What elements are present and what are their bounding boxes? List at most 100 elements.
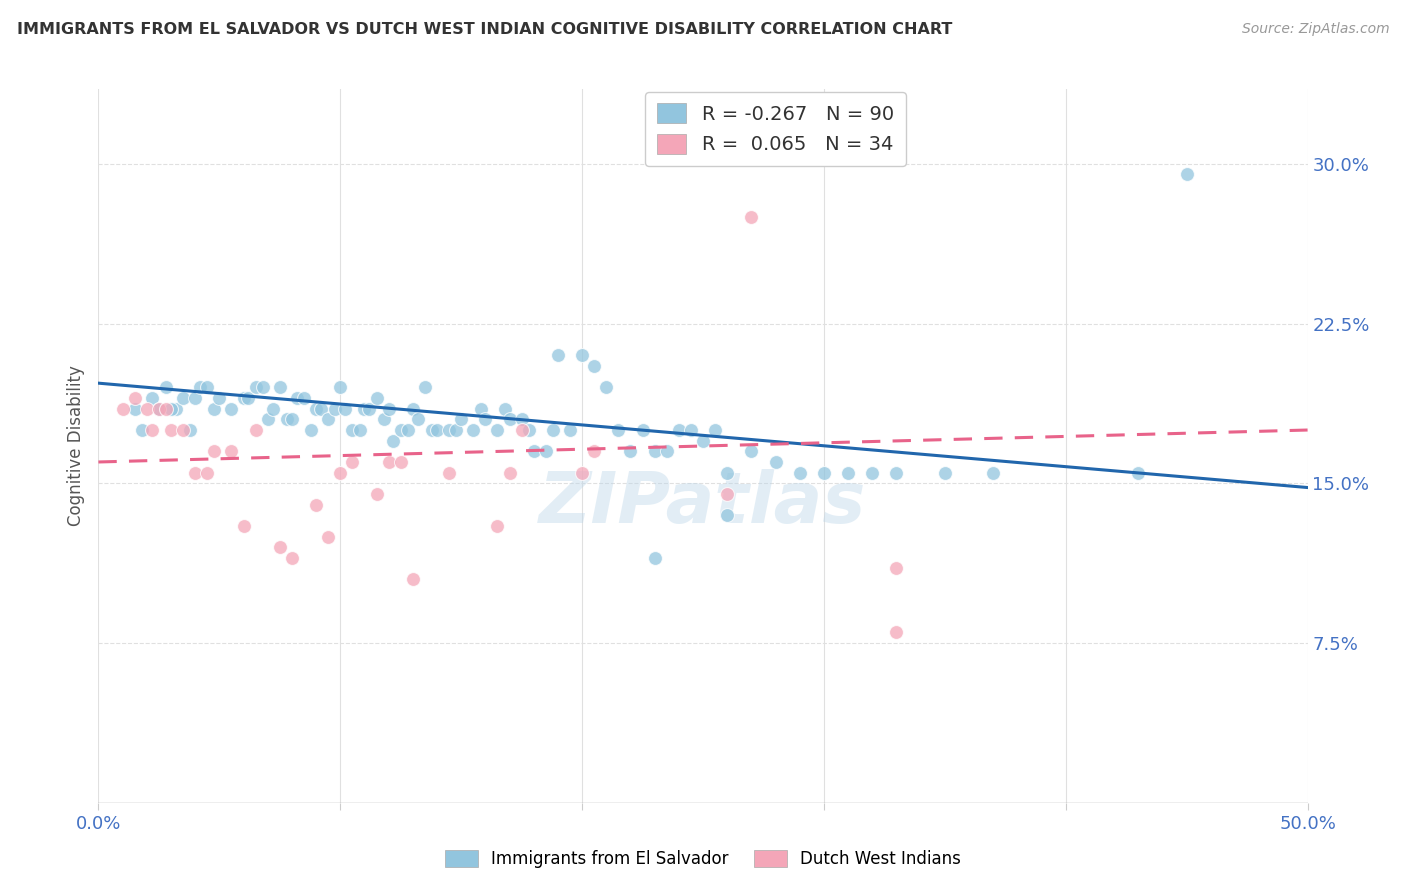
Point <box>595 380 617 394</box>
Point <box>474 412 496 426</box>
Point <box>135 401 157 416</box>
Point <box>523 444 546 458</box>
Point <box>269 540 291 554</box>
Point <box>299 423 322 437</box>
Point <box>402 401 425 416</box>
Point <box>155 401 177 416</box>
Point <box>329 380 352 394</box>
Point <box>377 401 399 416</box>
Point <box>316 412 339 426</box>
Point <box>420 423 443 437</box>
Point <box>510 412 533 426</box>
Point <box>353 401 375 416</box>
Point <box>221 444 243 458</box>
Point <box>172 391 194 405</box>
Point <box>981 466 1004 480</box>
Point <box>437 466 460 480</box>
Point <box>195 380 218 394</box>
Point <box>644 444 666 458</box>
Point <box>631 423 654 437</box>
Point <box>204 401 226 416</box>
Point <box>208 391 231 405</box>
Point <box>402 572 425 586</box>
Point <box>262 401 284 416</box>
Point <box>494 401 516 416</box>
Point <box>692 434 714 448</box>
Point <box>463 423 485 437</box>
Point <box>373 412 395 426</box>
Point <box>188 380 211 394</box>
Point <box>221 401 243 416</box>
Point <box>765 455 787 469</box>
Point <box>789 466 811 480</box>
Point <box>325 401 347 416</box>
Point <box>558 423 581 437</box>
Text: Source: ZipAtlas.com: Source: ZipAtlas.com <box>1241 22 1389 37</box>
Point <box>232 391 254 405</box>
Point <box>165 401 187 416</box>
Point <box>644 550 666 565</box>
Point <box>179 423 201 437</box>
Legend: Immigrants from El Salvador, Dutch West Indians: Immigrants from El Salvador, Dutch West … <box>439 843 967 875</box>
Point <box>389 423 412 437</box>
Point <box>583 444 606 458</box>
Point <box>238 391 260 405</box>
Point <box>111 401 134 416</box>
Point <box>172 423 194 437</box>
Point <box>377 455 399 469</box>
Point <box>184 391 207 405</box>
Point <box>366 391 388 405</box>
Point <box>252 380 274 394</box>
Point <box>470 401 492 416</box>
Point <box>413 380 436 394</box>
Point <box>232 519 254 533</box>
Point <box>292 391 315 405</box>
Point <box>571 349 593 363</box>
Point <box>316 529 339 543</box>
Point <box>245 380 267 394</box>
Point <box>281 550 304 565</box>
Point <box>1128 466 1150 480</box>
Point <box>124 401 146 416</box>
Point <box>607 423 630 437</box>
Point <box>155 380 177 394</box>
Point <box>396 423 419 437</box>
Point <box>160 401 183 416</box>
Point <box>486 519 509 533</box>
Point <box>655 444 678 458</box>
Point <box>547 349 569 363</box>
Point <box>740 210 762 224</box>
Point <box>716 508 738 523</box>
Point <box>571 466 593 480</box>
Point <box>160 423 183 437</box>
Point <box>342 423 364 437</box>
Point <box>276 412 298 426</box>
Point <box>281 412 304 426</box>
Point <box>886 466 908 480</box>
Point <box>349 423 371 437</box>
Point <box>366 487 388 501</box>
Point <box>437 423 460 437</box>
Point <box>195 466 218 480</box>
Point <box>583 359 606 373</box>
Point <box>305 401 328 416</box>
Point <box>204 444 226 458</box>
Point <box>450 412 472 426</box>
Point <box>382 434 405 448</box>
Point <box>534 444 557 458</box>
Point <box>333 401 356 416</box>
Legend: R = -0.267   N = 90, R =  0.065   N = 34: R = -0.267 N = 90, R = 0.065 N = 34 <box>645 92 905 166</box>
Point <box>860 466 883 480</box>
Point <box>245 423 267 437</box>
Point <box>813 466 835 480</box>
Point <box>486 423 509 437</box>
Point <box>141 391 163 405</box>
Point <box>704 423 727 437</box>
Text: ZIPatlas: ZIPatlas <box>540 468 866 538</box>
Point <box>124 391 146 405</box>
Point <box>256 412 278 426</box>
Point <box>446 423 468 437</box>
Point <box>517 423 540 437</box>
Y-axis label: Cognitive Disability: Cognitive Disability <box>67 366 86 526</box>
Point <box>886 561 908 575</box>
